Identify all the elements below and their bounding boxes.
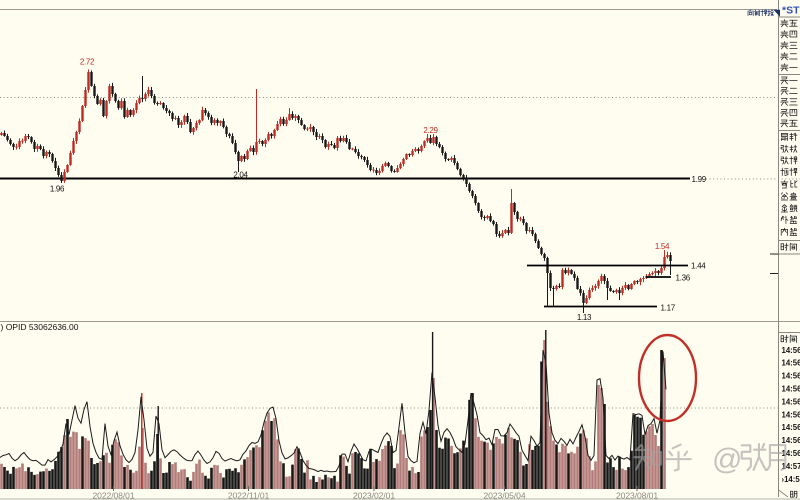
svg-text:1.99: 1.99 [692,175,707,184]
svg-text:14:56: 14:56 [782,423,800,432]
svg-text:2022/08/01: 2022/08/01 [92,491,134,500]
svg-text:14:56: 14:56 [782,436,800,445]
svg-text:2.72: 2.72 [80,58,95,67]
svg-text:14:56: 14:56 [782,346,800,355]
svg-text:2.04: 2.04 [233,171,248,180]
svg-text:1.44: 1.44 [691,262,706,271]
svg-text:2.29: 2.29 [423,126,438,135]
svg-text:1.54: 1.54 [655,242,670,251]
svg-text:›14:59: ›14:59 [782,475,800,484]
svg-text:2023/05/04: 2023/05/04 [483,491,525,500]
svg-text:14:56: 14:56 [782,397,800,406]
svg-text:2023/02/01: 2023/02/01 [353,491,395,500]
svg-text:14:56: 14:56 [782,385,800,394]
svg-text:*ST: *ST [782,5,800,17]
svg-text:1.36: 1.36 [676,274,691,283]
svg-text:1.17: 1.17 [661,304,676,313]
svg-text:14:57: 14:57 [782,462,800,471]
svg-text:14:56: 14:56 [782,449,800,458]
svg-text:14:56: 14:56 [782,410,800,419]
svg-text:1.96: 1.96 [50,185,65,194]
svg-text:2022/11/01: 2022/11/01 [228,491,270,500]
svg-text:@: @ [712,443,742,476]
svg-text:14:56: 14:56 [782,372,800,381]
svg-text:2023/08/01: 2023/08/01 [616,491,658,500]
svg-text:1.13: 1.13 [577,313,592,322]
svg-text:) OPID 53062636.00: ) OPID 53062636.00 [1,322,79,332]
svg-text:14:56: 14:56 [782,359,800,368]
